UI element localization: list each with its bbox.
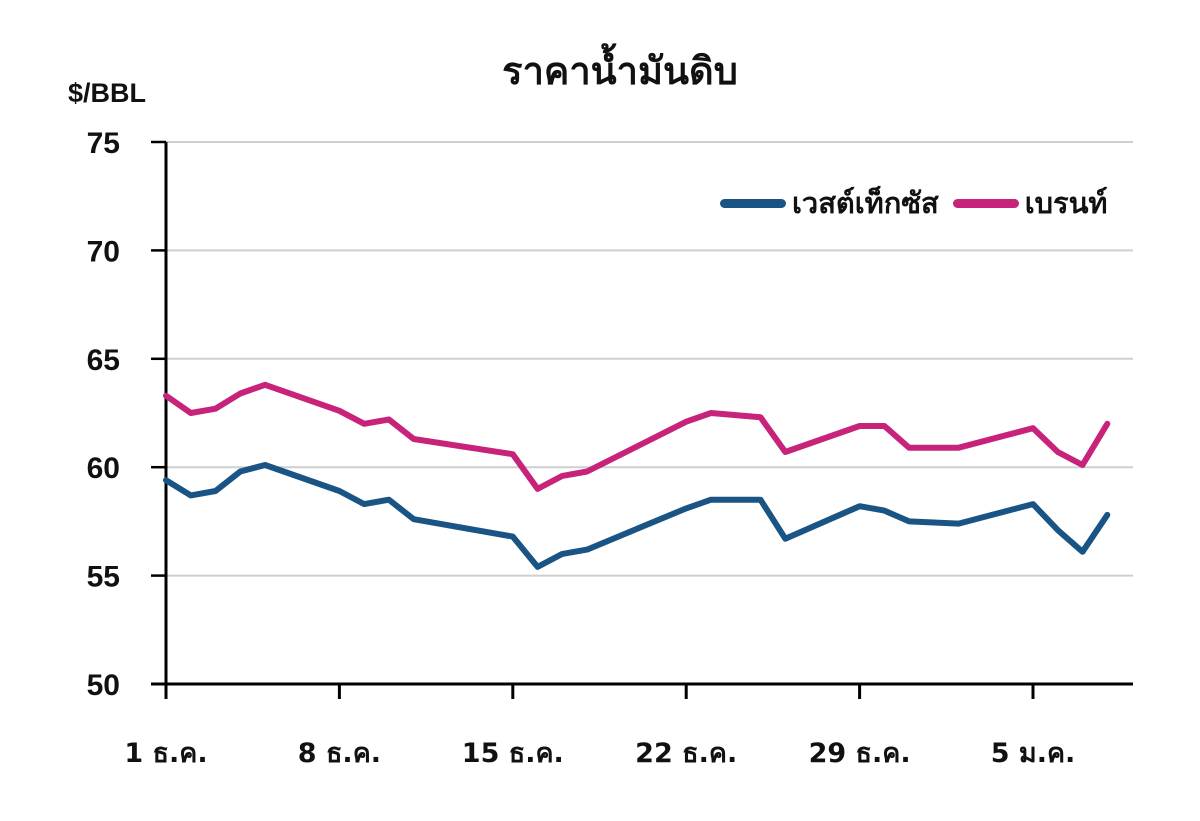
series-line-wti: [163, 462, 1111, 570]
x-tick-label: 15 ธ.ค.: [462, 738, 564, 769]
gridlines: [166, 141, 1133, 577]
y-axis-label: $/BBL: [68, 78, 147, 108]
legend: เวสต์เท็กซัส เบรนท์: [720, 180, 1108, 226]
legend-swatch-brent: [952, 198, 1019, 208]
y-tick-label: 55: [87, 561, 120, 594]
legend-swatch-wti: [720, 198, 786, 208]
legend-label-wti: เวสต์เท็กซัส: [792, 186, 939, 220]
y-tick-label: 50: [87, 669, 120, 702]
legend-item-brent: เบรนท์: [952, 180, 1108, 226]
y-tick-label: 60: [87, 452, 120, 485]
x-tick-label: 8 ธ.ค.: [298, 738, 381, 769]
series-lines: [163, 381, 1111, 570]
x-tick-label: 5 ม.ค.: [991, 738, 1076, 769]
series-line-brent: [163, 381, 1111, 492]
y-axis: 50 55 60 65 70 75: [87, 127, 168, 702]
chart-title: ราคาน้ำมันดิบ: [502, 49, 738, 93]
y-tick-label: 65: [87, 344, 120, 377]
x-tick-label: 1 ธ.ค.: [124, 738, 207, 769]
x-tick-label: 22 ธ.ค.: [635, 738, 737, 769]
y-tick-label: 75: [87, 127, 120, 160]
x-axis: 1 ธ.ค. 8 ธ.ค. 15 ธ.ค. 22 ธ.ค. 29 ธ.ค. 5 ม.ค.: [124, 682, 1133, 769]
legend-item-wti: เวสต์เท็กซัส: [720, 180, 939, 226]
x-tick-label: 29 ธ.ค.: [809, 738, 911, 769]
legend-label-brent: เบรนท์: [1024, 186, 1108, 220]
y-tick-label: 70: [87, 235, 120, 268]
